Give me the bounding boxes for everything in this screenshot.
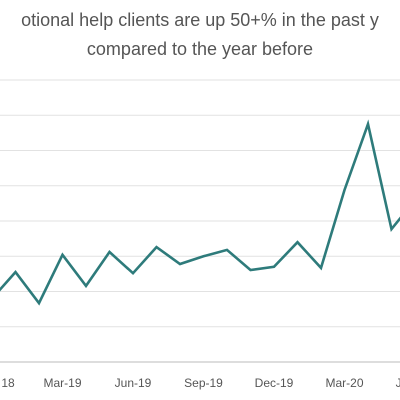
x-tick-label: Ju bbox=[396, 376, 400, 390]
x-tick-label: Sep-19 bbox=[184, 376, 223, 390]
x-tick-label: Mar-19 bbox=[43, 376, 81, 390]
data-line bbox=[0, 119, 400, 306]
x-tick-label: Dec-19 bbox=[255, 376, 294, 390]
x-tick-label: 18 bbox=[1, 376, 15, 390]
x-tick-label: Jun-19 bbox=[115, 376, 152, 390]
chart-title: compared to the year before bbox=[87, 39, 313, 59]
x-tick-label: Mar-20 bbox=[325, 376, 363, 390]
chart-title: otional help clients are up 50+% in the … bbox=[21, 10, 379, 30]
